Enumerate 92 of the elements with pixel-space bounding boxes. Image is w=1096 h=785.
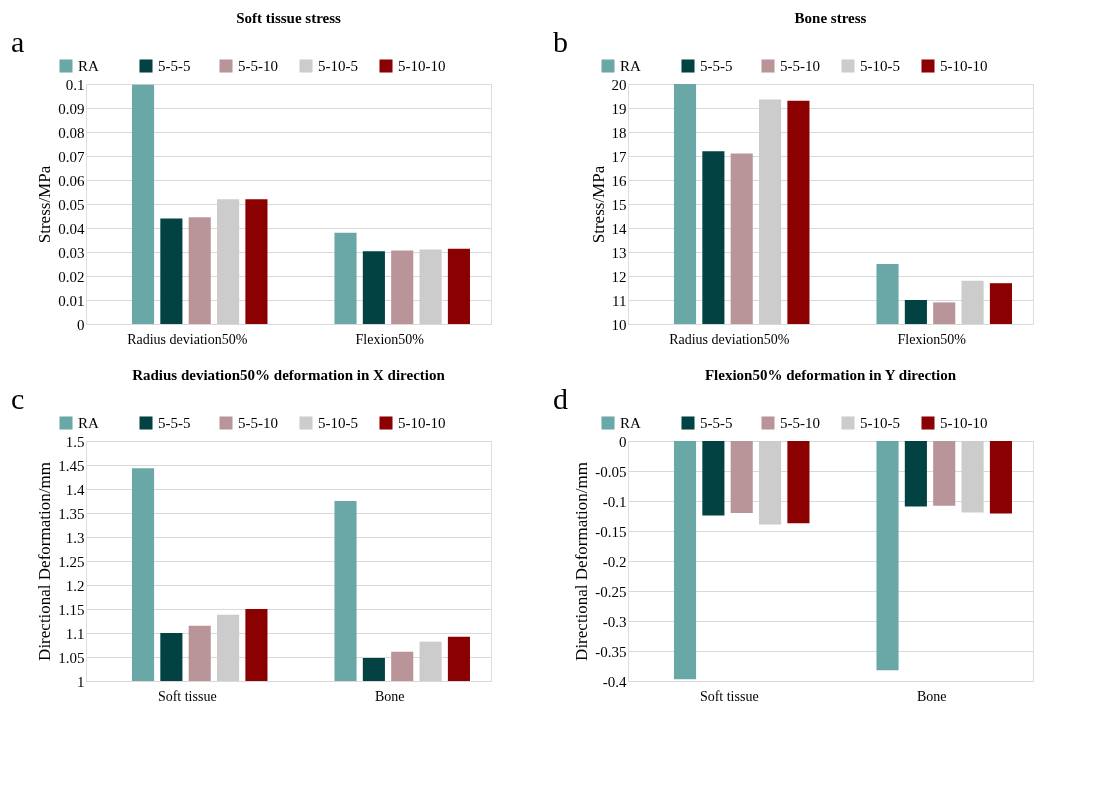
y-tick-label: 1.45	[58, 457, 85, 474]
bar	[419, 249, 442, 324]
legend-label: 5-10-5	[860, 58, 900, 74]
bar	[245, 199, 268, 324]
y-tick-label: 20	[611, 76, 627, 93]
y-tick-label: -0.3	[602, 613, 627, 630]
bar	[217, 199, 240, 324]
legend-label: RA	[78, 58, 99, 74]
y-axis-title: Stress/MPa	[35, 165, 55, 244]
legend-label: 5-10-5	[318, 58, 358, 74]
y-tick-label: 1.35	[58, 505, 85, 522]
y-tick-label: 13	[611, 244, 627, 261]
y-tick-label: 0.07	[58, 148, 85, 165]
legend-label: 5-5-10	[238, 58, 278, 74]
bar	[362, 251, 385, 324]
legend-label: 5-5-10	[780, 415, 820, 431]
y-tick-label: 0.04	[58, 220, 85, 237]
x-tick-label: Radius deviation50%	[669, 331, 790, 347]
x-tick-label: Soft tissue	[699, 688, 759, 704]
y-tick-label: -0.35	[595, 643, 627, 660]
x-tick-label: Flexion50%	[897, 331, 967, 347]
y-axis-title: Directional Deformation/mm	[35, 462, 55, 661]
y-tick-label: 0.01	[58, 292, 85, 309]
bar	[391, 250, 414, 324]
y-axis-title: Stress/MPa	[588, 165, 608, 244]
bar	[131, 84, 155, 324]
y-tick-label: 0.06	[58, 172, 85, 189]
chart-title: Bone stress	[794, 10, 867, 26]
legend-label: RA	[620, 415, 641, 431]
y-tick-label: 15	[611, 196, 627, 213]
y-tick-label: 1	[77, 673, 85, 690]
y-axis-title: Directional Deformation/mm	[572, 462, 592, 661]
legend-label: 5-5-10	[238, 415, 278, 431]
y-tick-label: 0.02	[58, 268, 85, 285]
x-tick-label: Bone	[916, 688, 947, 704]
x-tick-label: Soft tissue	[157, 688, 217, 704]
y-tick-label: 1.05	[58, 649, 85, 666]
y-tick-label: 1.5	[65, 433, 85, 450]
x-tick-label: Flexion50%	[355, 331, 425, 347]
chart-title: Flexion50% deformation in Y direction	[704, 367, 957, 383]
y-tick-label: -0.15	[595, 523, 627, 540]
y-tick-label: 19	[611, 100, 627, 117]
x-tick-label: Radius deviation50%	[127, 331, 248, 347]
y-tick-label: 0	[77, 316, 85, 333]
y-tick-label: 1.4	[65, 481, 85, 498]
legend-label: 5-5-10	[780, 58, 820, 74]
text: a	[11, 25, 25, 58]
chart-title: Soft tissue stress	[236, 10, 342, 26]
y-tick-label: 1.1	[65, 625, 85, 642]
y-tick-label: -0.1	[602, 493, 627, 510]
y-tick-label: 1.15	[58, 601, 85, 618]
legend-label: 5-10-10	[940, 415, 988, 431]
y-tick-label: 18	[611, 124, 627, 141]
text: b	[553, 25, 568, 58]
y-tick-label: 0.09	[58, 100, 85, 117]
y-tick-label: -0.4	[602, 673, 627, 690]
y-tick-label: 0.1	[65, 76, 85, 93]
legend-label: RA	[78, 415, 99, 431]
legend-label: 5-10-5	[860, 415, 900, 431]
y-tick-label: 11	[612, 292, 627, 309]
y-tick-label: -0.05	[595, 463, 627, 480]
chart-title: Radius deviation50% deformation in X direction	[132, 367, 446, 383]
y-tick-label: 0	[619, 433, 627, 450]
bar	[447, 248, 470, 324]
legend-label: 5-5-5	[700, 415, 733, 431]
y-tick-label: 10	[611, 316, 627, 333]
bar	[334, 232, 357, 324]
text: d	[553, 382, 568, 415]
y-tick-label: 12	[611, 268, 627, 285]
y-tick-label: 17	[611, 148, 627, 165]
bar	[188, 217, 211, 324]
y-tick-label: 0.08	[58, 124, 85, 141]
legend-label: 5-10-10	[398, 58, 446, 74]
legend-label: 5-5-5	[158, 58, 191, 74]
legend-label: 5-5-5	[700, 58, 733, 74]
x-tick-label: Bone	[374, 688, 405, 704]
y-tick-label: 1.2	[65, 577, 85, 594]
y-tick-label: -0.25	[595, 583, 627, 600]
text: c	[11, 382, 25, 415]
legend-label: 5-5-5	[158, 415, 191, 431]
y-tick-label: 16	[611, 172, 627, 189]
y-tick-label: 0.03	[58, 244, 85, 261]
legend-label: 5-10-10	[940, 58, 988, 74]
legend-label: 5-10-5	[318, 415, 358, 431]
y-tick-label: -0.2	[602, 553, 627, 570]
y-tick-label: 14	[611, 220, 627, 237]
bar	[160, 218, 183, 324]
y-tick-label: 0.05	[58, 196, 85, 213]
legend-label: RA	[620, 58, 641, 74]
legend-label: 5-10-10	[398, 415, 446, 431]
y-tick-label: 1.25	[58, 553, 85, 570]
y-tick-label: 1.3	[65, 529, 85, 546]
